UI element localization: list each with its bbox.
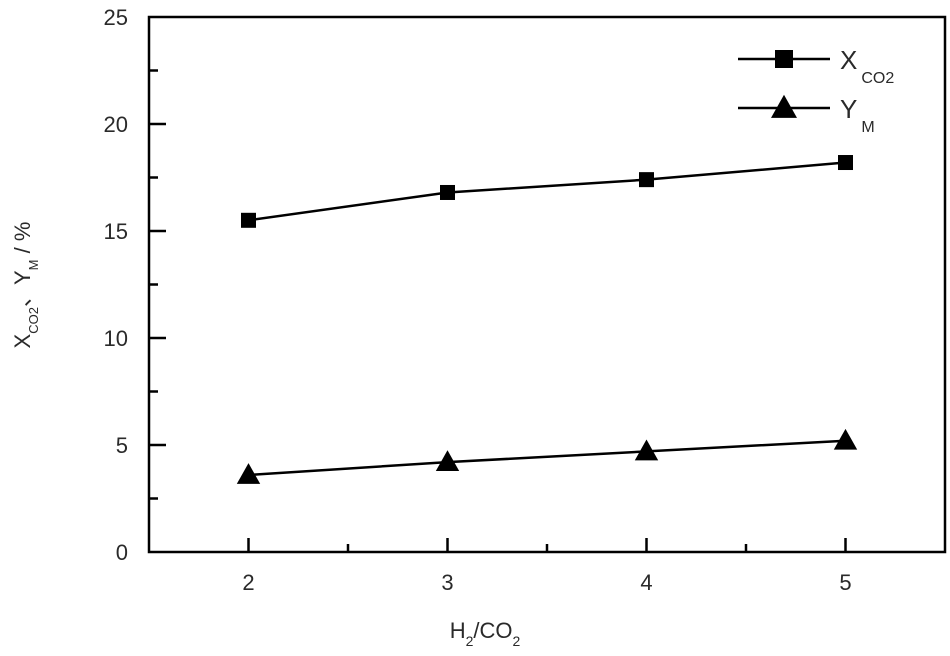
legend-item-x-co2: XCO2: [738, 45, 894, 87]
triangle-marker-icon: [771, 94, 797, 118]
x-tick-label: 4: [640, 570, 652, 595]
square-marker-icon: [440, 184, 455, 200]
legend-label: YM: [840, 94, 875, 136]
legend-item-y-m: YM: [738, 94, 875, 136]
square-marker-icon: [639, 172, 654, 188]
legend-label: XCO2: [840, 45, 894, 87]
y-tick-label: 5: [116, 433, 128, 458]
triangle-marker-icon: [634, 439, 659, 461]
y-tick-label: 0: [116, 540, 128, 565]
square-marker-icon: [775, 50, 793, 68]
y-tick-label: 10: [104, 326, 128, 351]
y-axis-ticks: 0 5 10 15 20 25: [104, 5, 166, 565]
triangle-marker-icon: [833, 428, 858, 450]
square-marker-icon: [241, 212, 256, 228]
series-line: [248, 161, 846, 222]
plot-border: [147, 15, 947, 554]
x-axis-label: H2/CO2: [450, 618, 521, 649]
series-y-m: [236, 428, 858, 484]
x-tick-label: 2: [242, 570, 254, 595]
plot-frame: [147, 15, 947, 554]
triangle-marker-icon: [435, 450, 460, 472]
legend: XCO2 YM: [738, 45, 894, 136]
y-tick-label: 25: [104, 5, 128, 30]
x-axis-ticks: 2 3 4 5: [242, 538, 852, 595]
x-tick-label: 5: [839, 570, 851, 595]
y-axis-label: XCO2、YM / %: [10, 222, 41, 349]
series-x-co2: [241, 155, 853, 228]
series-line: [248, 439, 846, 477]
y-tick-label: 20: [104, 112, 128, 137]
series-layer: [236, 155, 858, 484]
x-tick-label: 3: [441, 570, 453, 595]
triangle-marker-icon: [236, 463, 261, 484]
square-marker-icon: [838, 155, 853, 171]
y-tick-label: 15: [104, 219, 128, 244]
